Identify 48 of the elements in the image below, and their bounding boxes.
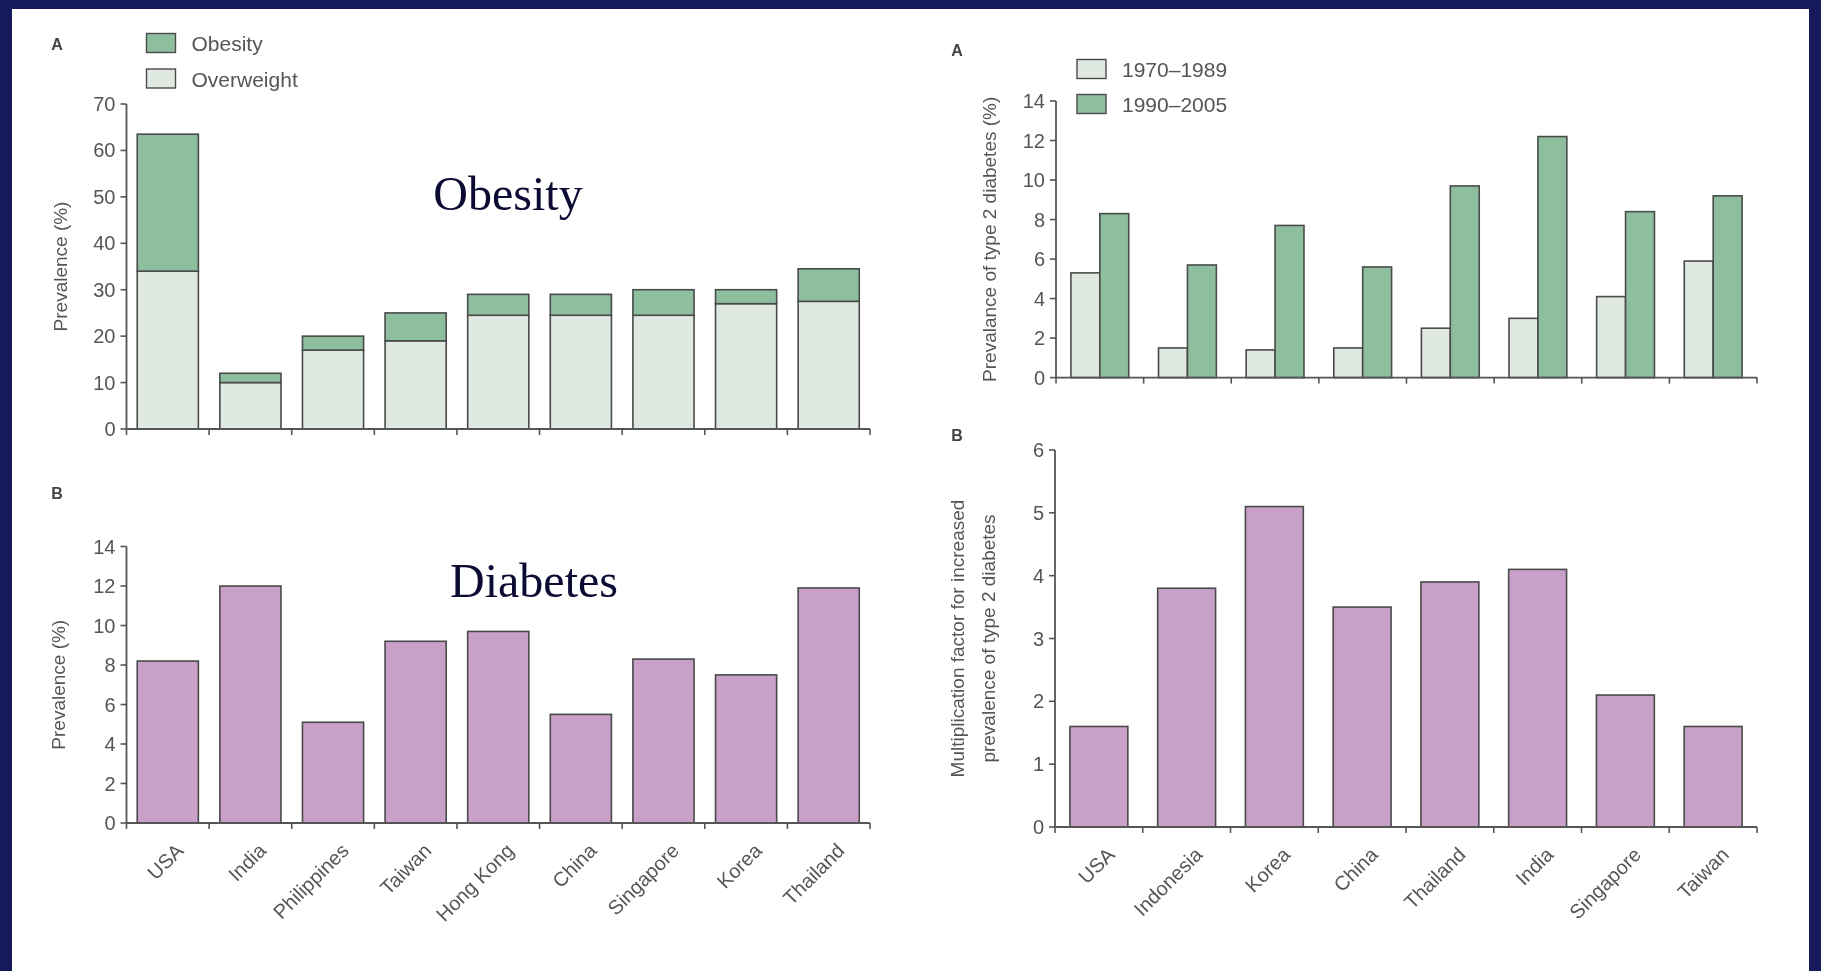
y-tick-label: 50 (93, 185, 116, 208)
y-tick-label: 0 (1032, 816, 1044, 838)
y-tick-label: 60 (93, 139, 116, 162)
y-tick-label: 0 (1033, 366, 1045, 389)
y-tick-label: 6 (1032, 439, 1044, 461)
y-axis-title: Prevalence (%) (49, 201, 71, 332)
y-tick-label: 30 (93, 278, 116, 301)
y-tick-label: 20 (93, 325, 116, 348)
y-tick-label: 2 (1032, 690, 1044, 713)
y-tick-label: 1 (1032, 753, 1044, 776)
annotation: Obesity (433, 166, 583, 220)
y-tick-label: 14 (93, 535, 116, 558)
y-tick-label: 4 (1032, 564, 1044, 587)
legend-label: Overweight (191, 67, 298, 90)
y-tick-label: 10 (93, 614, 116, 637)
y-tick-label: 3 (1032, 627, 1044, 650)
y-tick-label: 10 (93, 371, 116, 394)
x-tick-label: India (1511, 842, 1559, 890)
y-tick-label: 2 (104, 772, 116, 795)
legend-label: 1970–1989 (1122, 57, 1228, 81)
annotation: Diabetes (450, 553, 618, 607)
chart-title: A (51, 35, 64, 53)
y-tick-label: 8 (104, 654, 116, 676)
y-tick-label: 5 (1032, 501, 1044, 524)
y-tick-label: 10 (1022, 169, 1045, 192)
y-tick-label: 12 (1022, 129, 1045, 152)
y-tick-label: 2 (1033, 327, 1045, 350)
y-axis-title: Multiplication factor for increased prevalence of type 2 diabetes (946, 499, 999, 778)
y-tick-label: 14 (1022, 90, 1045, 112)
y-tick-label: 4 (1033, 287, 1045, 310)
legend-label: 1990–2005 (1122, 92, 1228, 116)
y-tick-label: 40 (93, 232, 116, 255)
x-tick-label: USA (142, 838, 189, 884)
y-tick-label: 6 (104, 693, 116, 716)
legend-label: Obesity (191, 31, 264, 55)
y-axis-title: Prevalence (%) (47, 619, 69, 750)
chart-title: B (951, 426, 963, 444)
y-tick-label: 0 (104, 812, 116, 834)
y-axis-title: Prevalance of type 2 diabetes (%) (978, 96, 1000, 382)
y-tick-label: 12 (93, 575, 116, 597)
chart-title: B (51, 484, 63, 502)
x-tick-label: USA (1074, 842, 1120, 888)
chart-title: A (951, 41, 964, 59)
y-tick-label: 8 (1033, 208, 1045, 231)
y-tick-label: 4 (104, 733, 116, 755)
y-tick-label: 0 (104, 418, 116, 440)
y-tick-label: 70 (93, 93, 116, 115)
y-tick-label: 6 (1033, 248, 1045, 271)
